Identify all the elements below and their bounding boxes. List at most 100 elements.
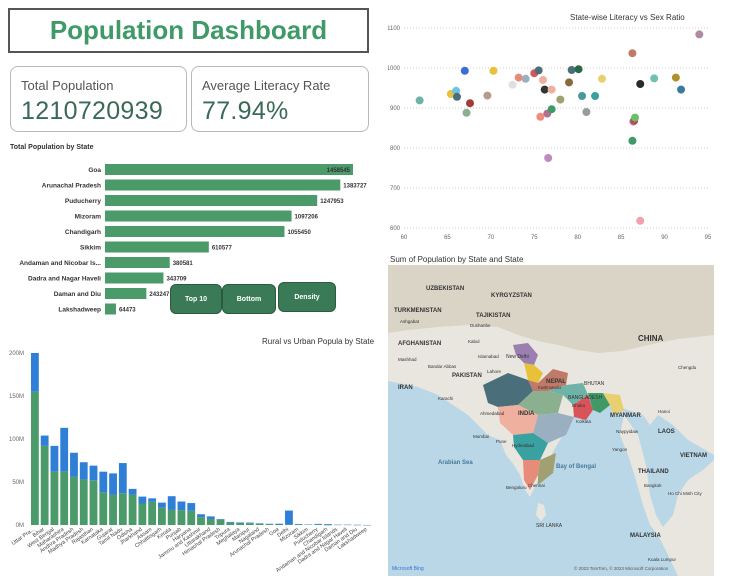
total-population-card[interactable]: Total Population 1210720939 bbox=[10, 66, 187, 132]
state-region[interactable] bbox=[513, 343, 538, 365]
rural-bar[interactable] bbox=[245, 523, 254, 525]
urban-bar[interactable] bbox=[226, 521, 235, 523]
rural-bar[interactable] bbox=[167, 509, 176, 525]
population-bar[interactable] bbox=[105, 272, 164, 284]
urban-bar[interactable] bbox=[294, 524, 303, 525]
population-bar[interactable] bbox=[105, 303, 116, 315]
population-map[interactable]: UZBEKISTAN KYRGYZSTAN TURKMENISTAN TAJIKIST… bbox=[388, 265, 714, 576]
urban-bar[interactable] bbox=[70, 452, 78, 477]
urban-bar[interactable] bbox=[40, 435, 49, 446]
scatter-point[interactable] bbox=[547, 105, 556, 114]
scatter-point[interactable] bbox=[671, 73, 680, 82]
scatter-point[interactable] bbox=[540, 85, 549, 94]
rural-bar[interactable] bbox=[89, 480, 98, 525]
rural-bar[interactable] bbox=[158, 507, 166, 525]
rural-bar[interactable] bbox=[226, 522, 235, 525]
scatter-point[interactable] bbox=[556, 95, 565, 104]
rural-bar[interactable] bbox=[148, 501, 157, 525]
rural-bar[interactable] bbox=[118, 493, 127, 525]
scatter-point[interactable] bbox=[466, 99, 475, 108]
scatter-point[interactable] bbox=[489, 66, 498, 75]
urban-bar[interactable] bbox=[275, 523, 284, 525]
population-bar[interactable] bbox=[105, 210, 292, 222]
scatter-point[interactable] bbox=[650, 74, 659, 83]
urban-bar[interactable] bbox=[50, 445, 59, 472]
urban-bar[interactable] bbox=[89, 465, 98, 481]
urban-bar[interactable] bbox=[118, 463, 127, 494]
literacy-sex-ratio-scatter[interactable]: 600 700 800 900 1000 1100 60 65 70 75 80 85 90 95 bbox=[388, 22, 718, 244]
population-bar[interactable] bbox=[105, 179, 341, 191]
urban-bar[interactable] bbox=[236, 522, 244, 523]
scatter-point[interactable] bbox=[536, 112, 545, 121]
state-region[interactable] bbox=[513, 433, 548, 460]
urban-bar[interactable] bbox=[128, 488, 137, 495]
rural-bar[interactable] bbox=[128, 494, 137, 525]
rural-bar[interactable] bbox=[109, 494, 117, 525]
bottom-button[interactable]: Bottom bbox=[222, 284, 276, 314]
scatter-point[interactable] bbox=[591, 92, 600, 100]
scatter-point[interactable] bbox=[462, 108, 471, 117]
scatter-point[interactable] bbox=[538, 76, 547, 84]
scatter-point[interactable] bbox=[636, 80, 645, 88]
population-bar[interactable] bbox=[105, 257, 170, 268]
population-bar[interactable] bbox=[105, 241, 209, 253]
urban-bar[interactable] bbox=[324, 524, 332, 525]
scatter-point[interactable] bbox=[415, 96, 424, 105]
average-literacy-card[interactable]: Average Literacy Rate 77.94% bbox=[191, 66, 369, 132]
urban-bar[interactable] bbox=[99, 471, 108, 493]
scatter-point[interactable] bbox=[628, 136, 637, 145]
rural-bar[interactable] bbox=[255, 523, 264, 525]
scatter-point[interactable] bbox=[631, 113, 640, 122]
state-region[interactable] bbox=[498, 405, 538, 435]
urban-bar[interactable] bbox=[109, 473, 117, 495]
rural-bar[interactable] bbox=[177, 510, 186, 525]
scatter-point[interactable] bbox=[636, 216, 645, 225]
rural-bar[interactable] bbox=[99, 492, 108, 525]
population-bar-chart[interactable]: Goa 1458545 Arunachal Pradesh 1383727 Puduch… bbox=[0, 155, 372, 320]
scatter-point[interactable] bbox=[574, 65, 583, 74]
population-bar[interactable] bbox=[105, 288, 147, 299]
scatter-point[interactable] bbox=[514, 73, 523, 82]
scatter-point[interactable] bbox=[565, 78, 574, 87]
urban-bar[interactable] bbox=[30, 353, 39, 392]
urban-bar[interactable] bbox=[187, 503, 196, 511]
state-region[interactable] bbox=[603, 393, 624, 415]
state-region[interactable] bbox=[518, 391, 563, 415]
scatter-point[interactable] bbox=[628, 49, 637, 58]
scatter-point[interactable] bbox=[521, 74, 530, 83]
urban-bar[interactable] bbox=[177, 501, 186, 511]
urban-bar[interactable] bbox=[158, 502, 166, 508]
density-button[interactable]: Density bbox=[278, 282, 336, 312]
scatter-point[interactable] bbox=[547, 85, 556, 94]
top10-button[interactable]: Top 10 bbox=[170, 284, 222, 314]
scatter-point[interactable] bbox=[582, 108, 591, 116]
population-bar[interactable] bbox=[105, 164, 353, 175]
rural-bar[interactable] bbox=[197, 517, 205, 525]
population-bar[interactable] bbox=[105, 226, 285, 237]
map-canvas[interactable]: UZBEKISTAN KYRGYZSTAN TURKMENISTAN TAJIKIST… bbox=[388, 265, 714, 576]
rural-bar[interactable] bbox=[187, 510, 196, 525]
scatter-point[interactable] bbox=[598, 74, 607, 83]
urban-bar[interactable] bbox=[255, 523, 264, 524]
scatter-point[interactable] bbox=[534, 66, 543, 75]
rural-bar[interactable] bbox=[275, 524, 284, 525]
urban-bar[interactable] bbox=[79, 462, 88, 480]
rural-bar[interactable] bbox=[50, 471, 59, 525]
state-region[interactable] bbox=[528, 369, 568, 391]
scatter-point[interactable] bbox=[508, 80, 517, 89]
state-region[interactable] bbox=[538, 453, 556, 485]
rural-bar[interactable] bbox=[60, 471, 69, 525]
urban-bar[interactable] bbox=[138, 496, 147, 504]
scatter-point[interactable] bbox=[452, 92, 461, 101]
population-bar[interactable] bbox=[105, 195, 318, 206]
urban-bar[interactable] bbox=[314, 523, 323, 525]
urban-bar[interactable] bbox=[148, 498, 157, 502]
scatter-point[interactable] bbox=[567, 66, 576, 74]
scatter-point[interactable] bbox=[695, 30, 704, 39]
urban-bar[interactable] bbox=[60, 427, 69, 472]
scatter-point[interactable] bbox=[452, 86, 461, 95]
state-region[interactable] bbox=[533, 413, 574, 443]
urban-bar[interactable] bbox=[245, 522, 254, 524]
rural-bar[interactable] bbox=[40, 445, 49, 525]
